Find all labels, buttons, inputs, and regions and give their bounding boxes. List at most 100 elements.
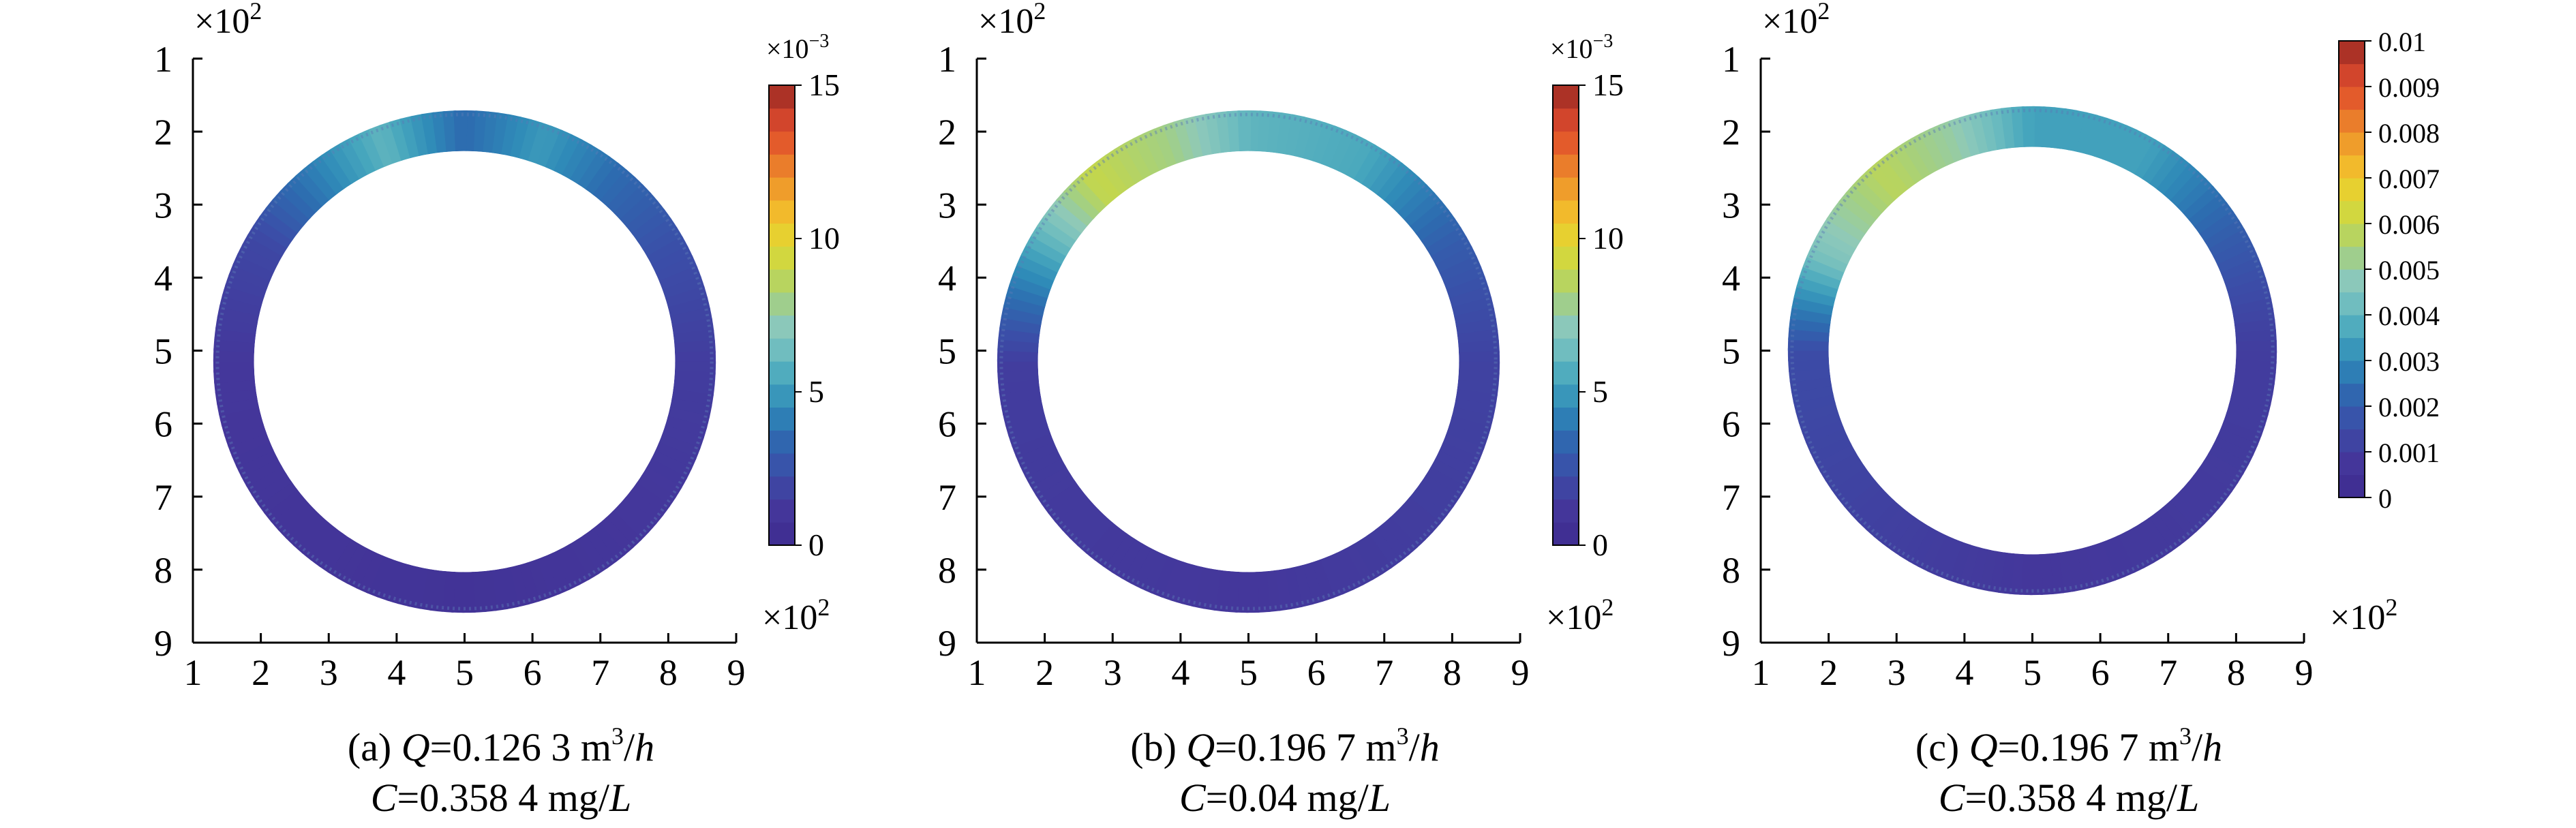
x-axis-multiplier: ×102 xyxy=(762,594,830,637)
y-tick-label: 2 xyxy=(938,112,956,153)
ring-segment xyxy=(560,544,590,586)
x-tick-label: 1 xyxy=(1752,652,1770,693)
x-tick-label: 7 xyxy=(591,652,609,693)
ring-segment xyxy=(534,555,561,599)
y-tick-label: 9 xyxy=(154,623,172,664)
ring-segment xyxy=(1442,265,1486,292)
ring-segment xyxy=(662,275,706,301)
y-tick-label: 4 xyxy=(1722,258,1740,298)
ring-segment xyxy=(294,167,331,206)
ring-segment xyxy=(2207,444,2249,476)
ring-segment xyxy=(1890,516,1923,557)
colorbar-multiplier-base: ×10 xyxy=(1550,33,1593,64)
colorbar-band xyxy=(1553,200,1579,224)
ring-segment xyxy=(2194,202,2234,236)
ring-segment xyxy=(365,555,393,598)
ring-segment xyxy=(654,442,697,470)
ring-segment xyxy=(2154,506,2190,547)
colorbar-band xyxy=(2339,383,2365,407)
ring-segment xyxy=(545,129,573,172)
colorbar-band xyxy=(769,407,795,431)
ring-segment xyxy=(235,448,278,478)
ring-segment xyxy=(613,183,652,221)
ring-segment xyxy=(1799,264,1842,290)
colorbar-band xyxy=(2339,224,2365,247)
ring-segment xyxy=(2011,106,2026,148)
x-tick-label: 9 xyxy=(1511,652,1530,693)
ring-segment xyxy=(228,262,271,290)
ring-segment xyxy=(1376,162,1412,202)
ring-segment xyxy=(1344,544,1374,586)
ring-segment xyxy=(1019,448,1062,478)
ring-segment xyxy=(245,465,288,497)
ring-segment xyxy=(1845,183,1884,220)
ring-segment xyxy=(1843,480,1883,516)
ring-segment xyxy=(1353,144,1386,185)
ring-segment xyxy=(655,255,698,283)
ring-segment xyxy=(320,148,354,189)
y-axis-multiplier-exp: 2 xyxy=(249,0,262,25)
ring-segment xyxy=(2116,531,2146,574)
y-axis-multiplier-base: ×10 xyxy=(978,2,1033,41)
ring-segment xyxy=(222,283,264,307)
ring-segment xyxy=(2142,144,2175,185)
ring-segment xyxy=(1434,450,1476,480)
y-tick-label: 7 xyxy=(938,477,956,518)
y-axis-multiplier: ×102 xyxy=(978,0,1046,41)
ring-segment xyxy=(1042,206,1083,241)
colorbar-band xyxy=(1553,522,1579,546)
x-tick-label: 2 xyxy=(1819,652,1838,693)
colorbar-band xyxy=(769,85,795,109)
x-tick-label: 8 xyxy=(1443,652,1461,693)
ring-segment xyxy=(1789,305,1832,324)
colorbar-band xyxy=(2339,315,2365,339)
ring-segment xyxy=(356,551,384,594)
ring-segment xyxy=(258,206,299,241)
ring-segment xyxy=(1292,564,1314,608)
ring-segment xyxy=(1369,155,1404,196)
y-tick-label: 8 xyxy=(938,550,956,591)
ring-segment xyxy=(1402,497,1441,534)
colorbar: 0 5 10 15×10−3 xyxy=(1550,31,1624,562)
y-tick-label: 2 xyxy=(1722,112,1740,153)
ring-segment xyxy=(1793,393,1836,414)
ring-segment xyxy=(641,226,684,258)
ring-segment xyxy=(510,116,532,159)
colorbar-band xyxy=(2339,132,2365,156)
ring-segment xyxy=(251,472,292,506)
colorbar-band xyxy=(1553,292,1579,316)
x-tick-label: 6 xyxy=(1307,652,1326,693)
y-tick-label: 1 xyxy=(1722,39,1740,80)
y-tick-label: 8 xyxy=(1722,550,1740,591)
ring-segment xyxy=(658,433,701,461)
colorbar-band xyxy=(769,246,795,270)
ring-segment xyxy=(1435,245,1478,275)
caption-b: (b) Q=0.196 7 m3/h C=0.04 mg/L xyxy=(910,722,1660,823)
ring-segment xyxy=(2181,481,2220,518)
ring-segment xyxy=(1113,142,1145,185)
ring-segment xyxy=(635,474,677,508)
x-tick-label: 7 xyxy=(2159,652,2177,693)
colorbar-frame xyxy=(1552,85,1579,546)
colorbar-band xyxy=(769,430,795,454)
x-axis-multiplier: ×102 xyxy=(2330,594,2397,637)
colorbar-band xyxy=(1553,131,1579,155)
ring-segment xyxy=(1162,121,1187,164)
ring-segment xyxy=(2187,474,2227,510)
caption-b-line-2: C=0.04 mg/L xyxy=(1179,776,1391,820)
ring-segment xyxy=(2091,542,2117,585)
y-tick-label: 3 xyxy=(154,185,172,226)
ring-segment xyxy=(1005,283,1048,307)
ring-segment xyxy=(1850,487,1889,524)
ring-segment xyxy=(1910,132,1941,174)
y-axis-multiplier-exp: 2 xyxy=(1033,0,1046,25)
colorbar-multiplier-exp: −3 xyxy=(1593,31,1613,52)
ring-segment xyxy=(1883,149,1918,189)
ring-segment xyxy=(1085,521,1121,562)
ring-segment xyxy=(508,564,530,608)
ring-segment xyxy=(241,233,284,264)
ring-segment xyxy=(301,521,337,562)
colorbar-band xyxy=(1553,246,1579,270)
ring-segment xyxy=(285,508,322,547)
y-tick-label: 5 xyxy=(938,331,956,372)
